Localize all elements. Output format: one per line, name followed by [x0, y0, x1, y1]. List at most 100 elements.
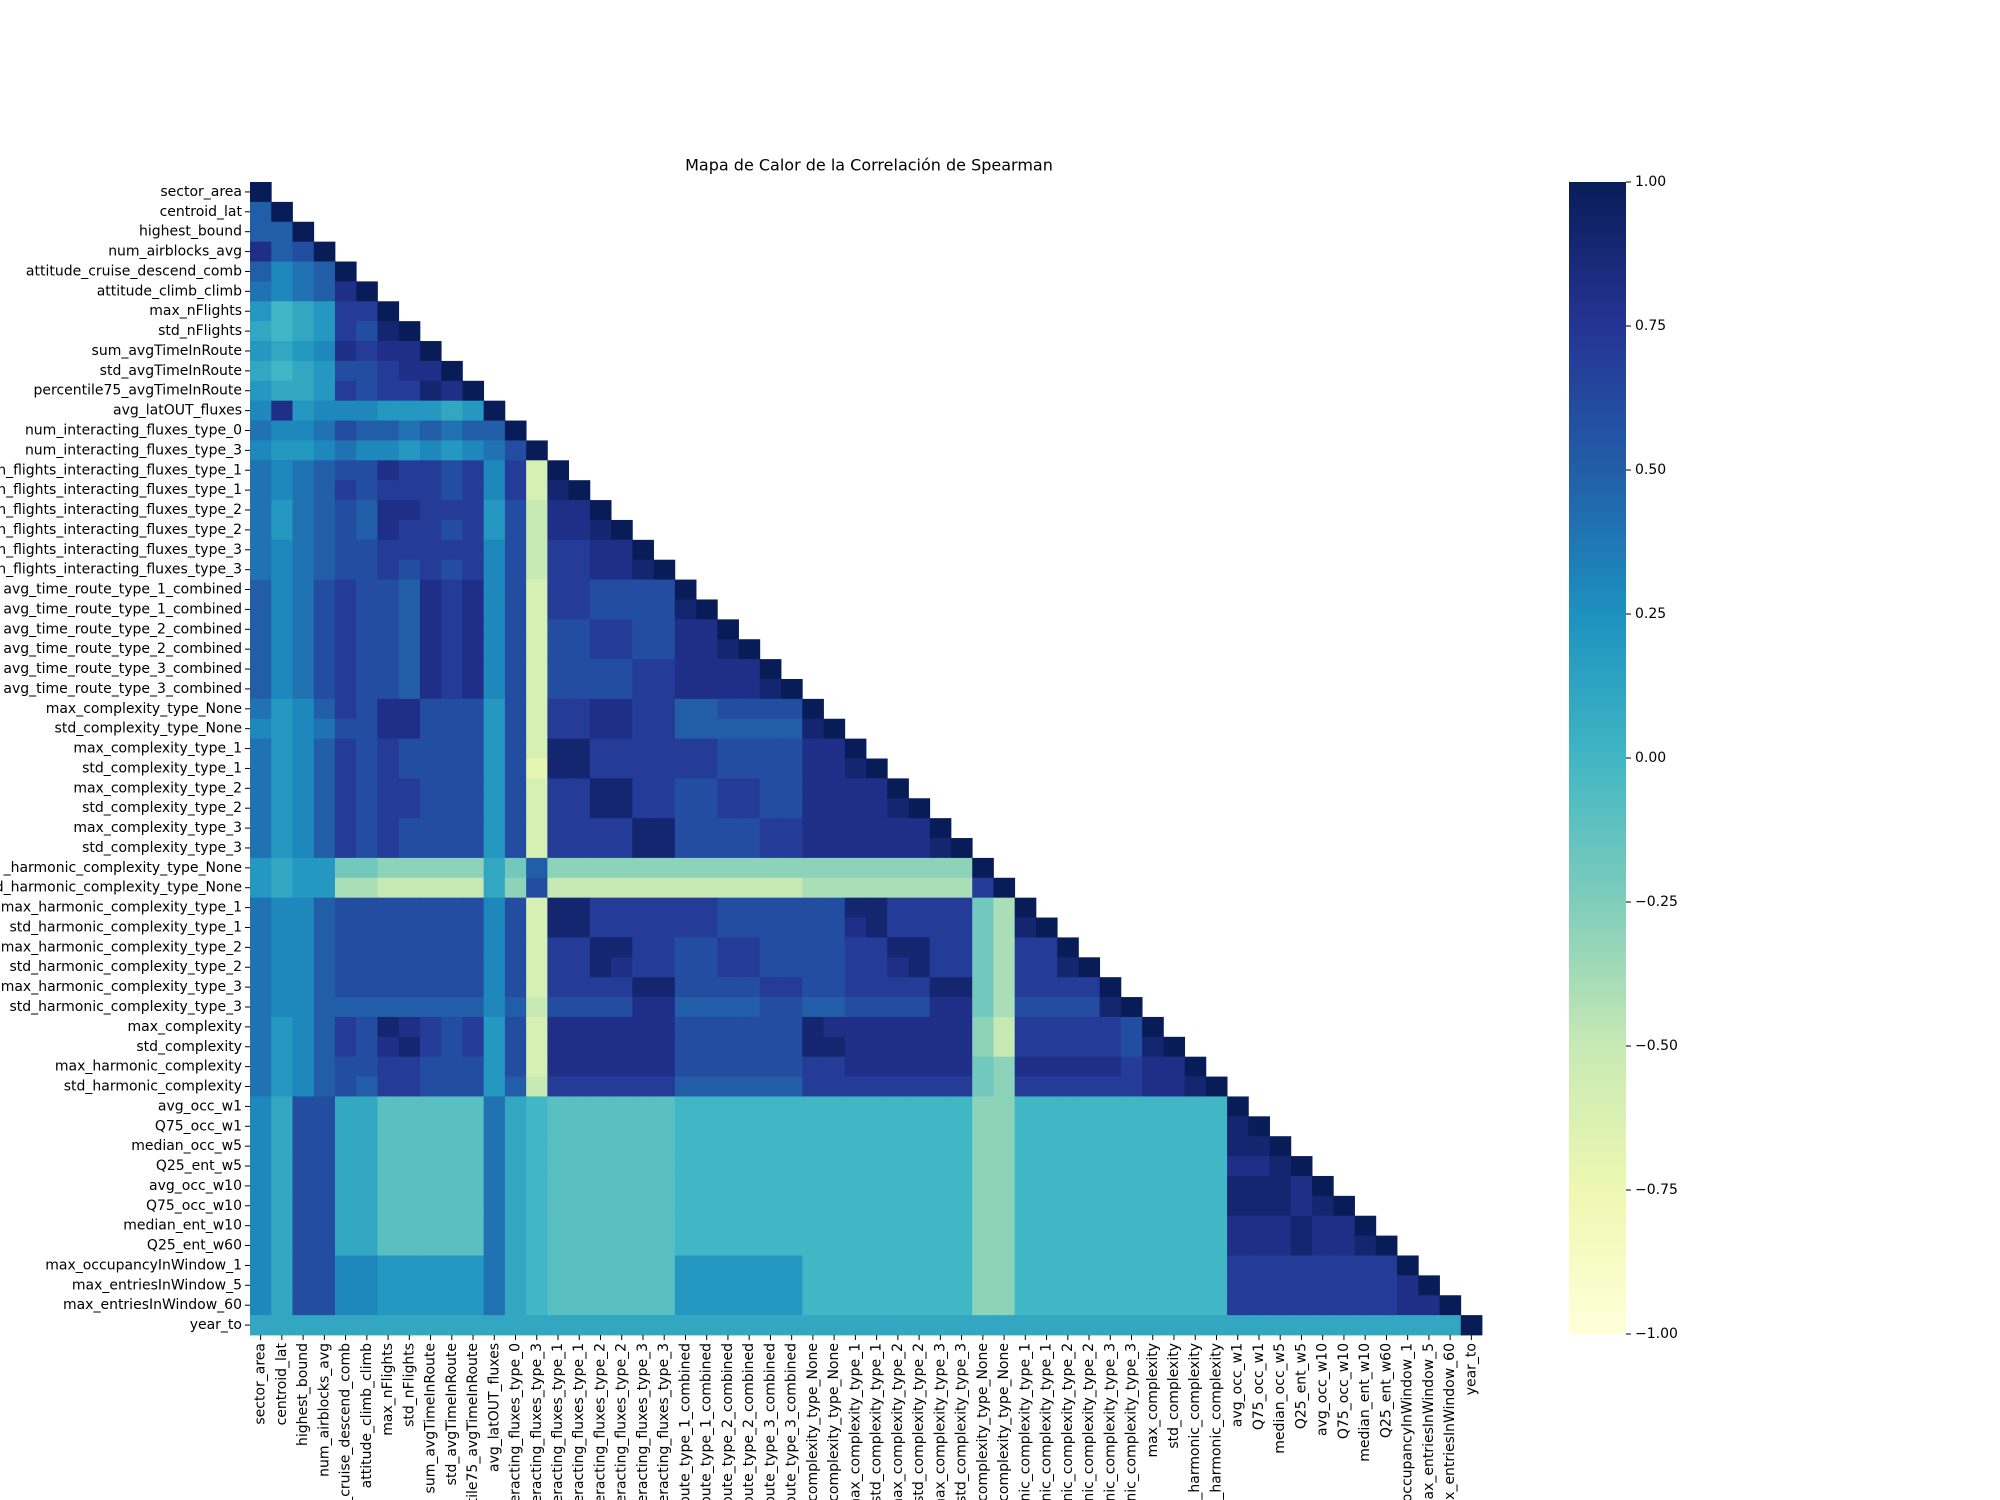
heatmap-cell — [908, 937, 931, 958]
heatmap-cell — [1163, 1275, 1186, 1296]
heatmap-cell — [611, 877, 633, 899]
y-tick-label: median_occ_w5 — [131, 1138, 242, 1154]
heatmap-cell — [271, 1016, 293, 1038]
heatmap-cell — [717, 758, 739, 779]
heatmap-cell — [1248, 1255, 1270, 1276]
heatmap-cell — [823, 917, 846, 938]
heatmap-cell — [441, 400, 463, 421]
heatmap-cell — [632, 957, 654, 978]
heatmap-cell — [526, 1275, 548, 1296]
heatmap-cell — [356, 579, 378, 600]
heatmap-cell — [419, 678, 442, 700]
heatmap-cell — [250, 182, 272, 203]
heatmap-cell — [334, 798, 357, 819]
heatmap-cell — [356, 400, 378, 421]
heatmap-cell — [1014, 1235, 1037, 1256]
heatmap-cell — [1248, 1116, 1270, 1137]
heatmap-cell — [504, 997, 527, 1018]
heatmap-cell — [844, 1036, 867, 1058]
heatmap-cell — [653, 1156, 676, 1177]
y-tick-label: std_complexity_type_2 — [82, 800, 242, 816]
x-tick-label: d_harmonic_complexity_type_None — [996, 1343, 1012, 1500]
heatmap-cell — [568, 997, 591, 1018]
heatmap-cell — [972, 1275, 994, 1296]
heatmap-cell — [717, 678, 739, 700]
heatmap-cell — [1142, 1156, 1164, 1177]
heatmap-cell — [844, 738, 867, 759]
heatmap-cell — [887, 1255, 909, 1276]
heatmap-cell — [419, 1136, 442, 1157]
y-tick-label: max_occupancyInWindow_1 — [45, 1257, 242, 1273]
heatmap-cell — [802, 1156, 824, 1177]
heatmap-cell — [271, 1195, 293, 1217]
heatmap-cell — [674, 977, 697, 998]
heatmap-cell — [759, 758, 782, 779]
heatmap-cell — [929, 1175, 952, 1197]
heatmap-cell — [1163, 1036, 1186, 1058]
heatmap-cell — [1184, 1295, 1207, 1316]
heatmap-cell — [929, 1156, 952, 1177]
heatmap-cell — [674, 917, 697, 938]
colorbar-tick-label: 0.00 — [1635, 750, 1666, 766]
heatmap-cell — [313, 619, 336, 640]
heatmap-cell — [334, 1315, 357, 1336]
heatmap-cell — [1269, 1295, 1292, 1316]
heatmap-cell — [419, 1255, 442, 1276]
y-tick-label: centroid_lat — [160, 204, 243, 220]
heatmap-cell — [1120, 997, 1143, 1018]
heatmap-cell — [653, 778, 676, 799]
heatmap-cell — [696, 1295, 718, 1316]
heatmap-cell — [483, 678, 506, 700]
heatmap-cell — [674, 1255, 697, 1276]
heatmap-cell — [759, 659, 782, 680]
heatmap-cell — [271, 1235, 293, 1256]
heatmap-cell — [1290, 1156, 1313, 1177]
heatmap-cell — [250, 798, 272, 819]
heatmap-cell — [1120, 1175, 1143, 1197]
heatmap-cell — [1014, 997, 1037, 1018]
heatmap-cell — [271, 977, 293, 998]
heatmap-cell — [1333, 1295, 1355, 1316]
heatmap-cell — [611, 1076, 633, 1097]
heatmap-cell — [419, 559, 442, 580]
heatmap-cell — [972, 1056, 994, 1077]
heatmap-cell — [313, 678, 336, 700]
heatmap-cell — [250, 977, 272, 998]
heatmap-cell — [717, 897, 739, 918]
heatmap-cell — [271, 599, 293, 620]
heatmap-cell — [1333, 1235, 1355, 1256]
heatmap-cell — [483, 1235, 506, 1256]
heatmap-cell — [313, 1036, 336, 1058]
heatmap-cell — [781, 738, 803, 759]
heatmap-cell — [781, 1036, 803, 1058]
heatmap-cell — [632, 1315, 654, 1336]
heatmap-cell — [398, 619, 421, 640]
heatmap-cell — [908, 997, 931, 1018]
heatmap-cell — [547, 1096, 570, 1117]
heatmap-cell — [377, 659, 400, 680]
heatmap-cell — [292, 698, 315, 720]
heatmap-cell — [611, 838, 633, 859]
heatmap-cell — [950, 1275, 973, 1296]
heatmap-cell — [1057, 1215, 1079, 1237]
heatmap-cell — [866, 1076, 888, 1097]
heatmap-cell — [1205, 1076, 1228, 1097]
heatmap-cell — [866, 1156, 888, 1177]
heatmap-cell — [250, 1156, 272, 1177]
heatmap-cell — [1375, 1235, 1398, 1256]
heatmap-cell — [1142, 1036, 1164, 1058]
heatmap-cell — [356, 1136, 378, 1157]
heatmap-cell — [334, 301, 357, 322]
heatmap-cell — [313, 1056, 336, 1077]
heatmap-cell — [674, 1116, 697, 1137]
heatmap-cell — [547, 818, 570, 839]
heatmap-cell — [313, 539, 336, 561]
heatmap-cell — [589, 619, 612, 640]
heatmap-cell — [1057, 1295, 1079, 1316]
heatmap-cell — [802, 1136, 824, 1157]
heatmap-cell — [950, 1076, 973, 1097]
heatmap-cell — [653, 1235, 676, 1256]
heatmap-cell — [292, 1195, 315, 1217]
heatmap-cell — [526, 1295, 548, 1316]
heatmap-cell — [908, 1275, 931, 1296]
